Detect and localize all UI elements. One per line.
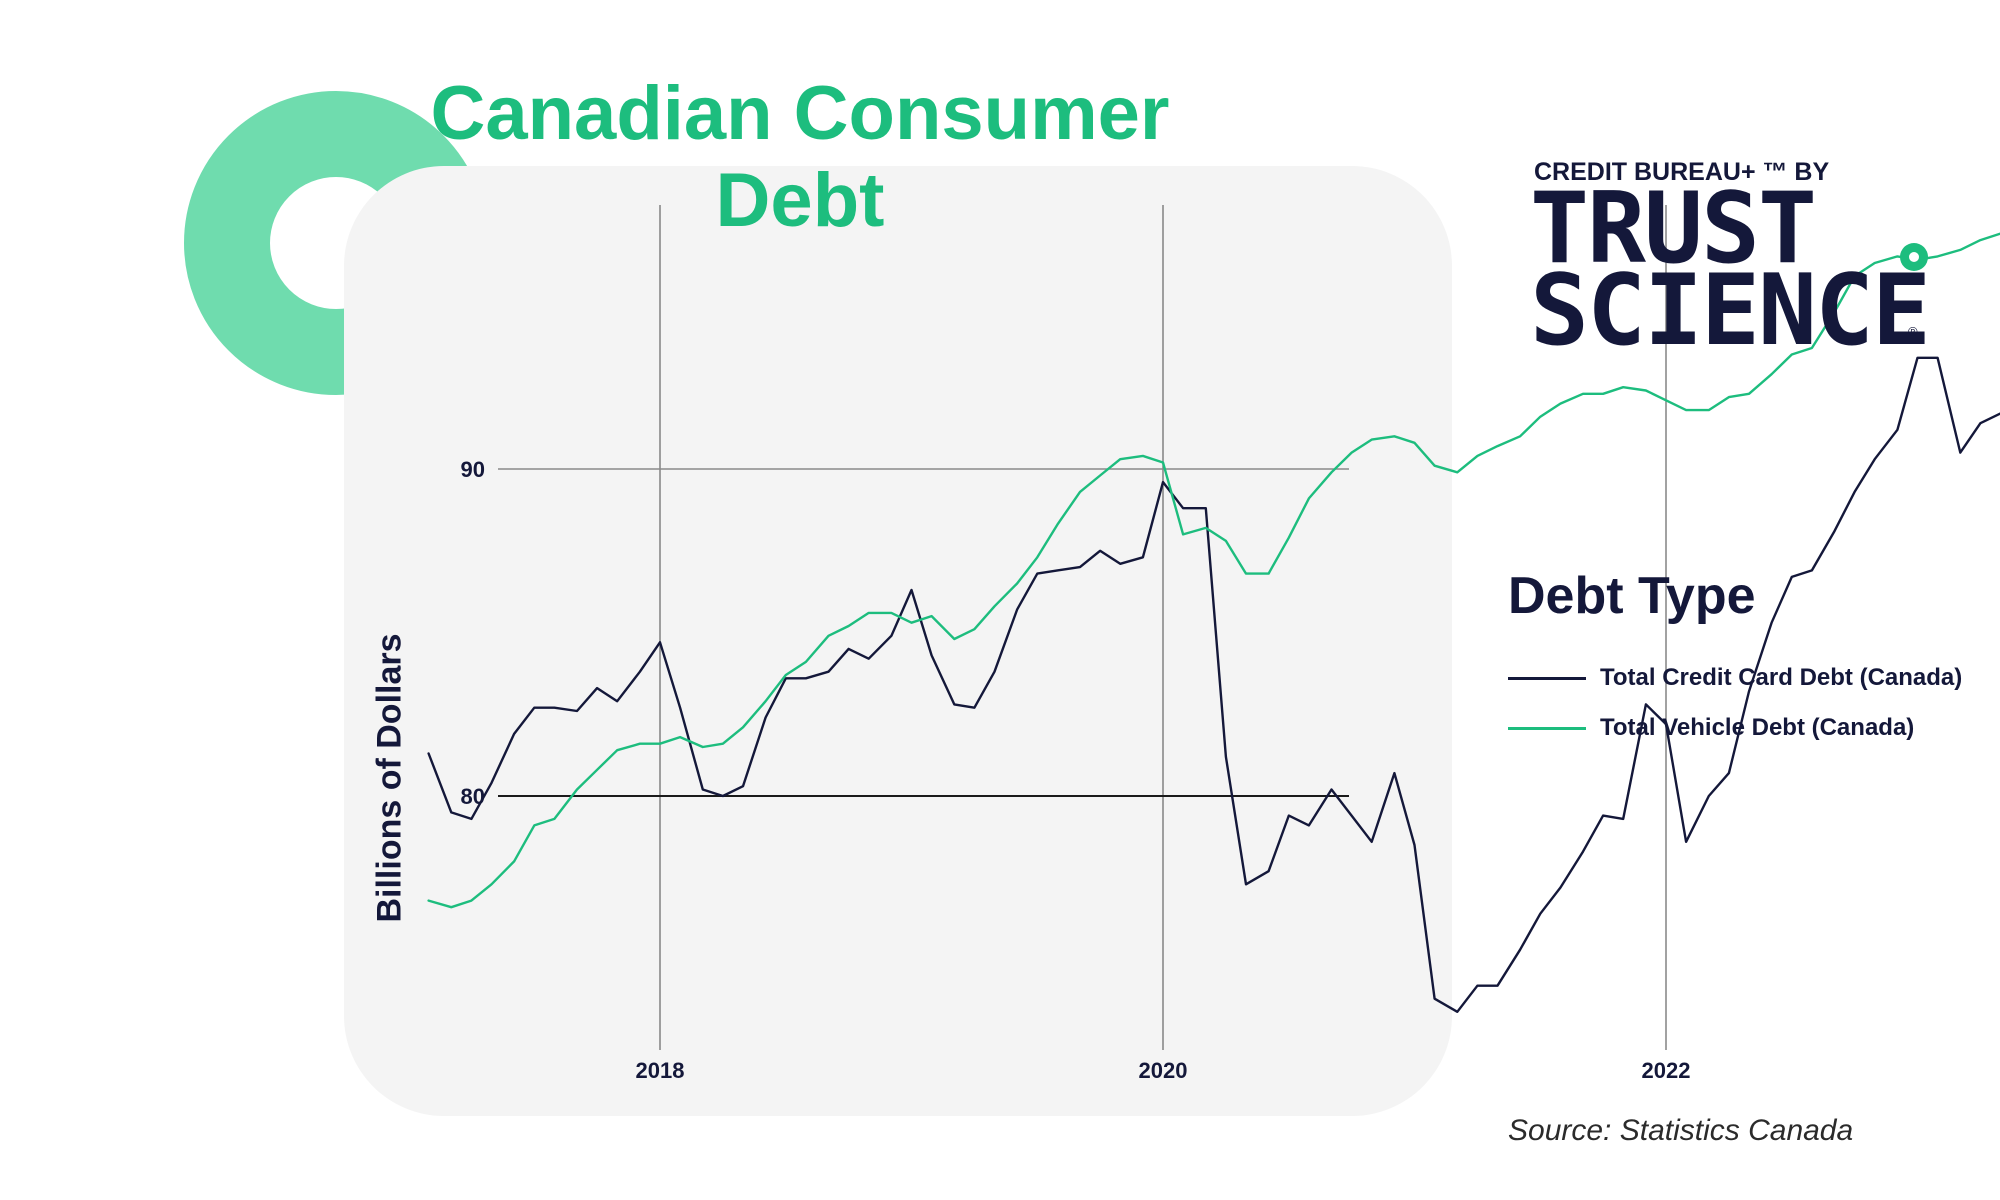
chart-title: Canadian Consumer Debt bbox=[430, 71, 1170, 243]
y-tick-label-90: 90 bbox=[461, 457, 485, 482]
legend-swatch-vehicle bbox=[1508, 726, 1586, 730]
brand-logo-science: SCIENCE bbox=[1530, 254, 1931, 368]
x-tick-label-2018: 2018 bbox=[636, 1058, 685, 1083]
legend-label-vehicle: Total Vehicle Debt (Canada) bbox=[1600, 714, 1915, 741]
source-note: Source: Statistics Canada bbox=[1508, 1114, 1854, 1147]
legend-item-vehicle: Total Vehicle Debt (Canada) bbox=[1508, 713, 1914, 743]
brand-logo-trust: TRUST bbox=[1530, 172, 1817, 286]
series-line-1 bbox=[427, 232, 2000, 909]
legend-swatch-credit-card bbox=[1508, 676, 1586, 680]
brand-tagline: CREDIT BUREAU+ ™ BY bbox=[1534, 158, 1830, 186]
registered-mark: ® bbox=[1908, 324, 1918, 339]
y-axis-label: Billions of Dollars bbox=[370, 633, 409, 923]
series-line-0 bbox=[427, 356, 2000, 1013]
legend-item-credit-card: Total Credit Card Debt (Canada) bbox=[1508, 663, 1962, 693]
x-tick-label-2022: 2022 bbox=[1642, 1058, 1691, 1083]
x-tick-label-2020: 2020 bbox=[1139, 1058, 1188, 1083]
y-tick-label-80: 80 bbox=[461, 784, 485, 809]
chart-panel bbox=[344, 166, 1452, 1116]
legend-label-credit-card: Total Credit Card Debt (Canada) bbox=[1600, 664, 1963, 691]
legend-title: Debt Type bbox=[1508, 567, 1756, 625]
brand-dot-icon bbox=[1900, 243, 1928, 271]
